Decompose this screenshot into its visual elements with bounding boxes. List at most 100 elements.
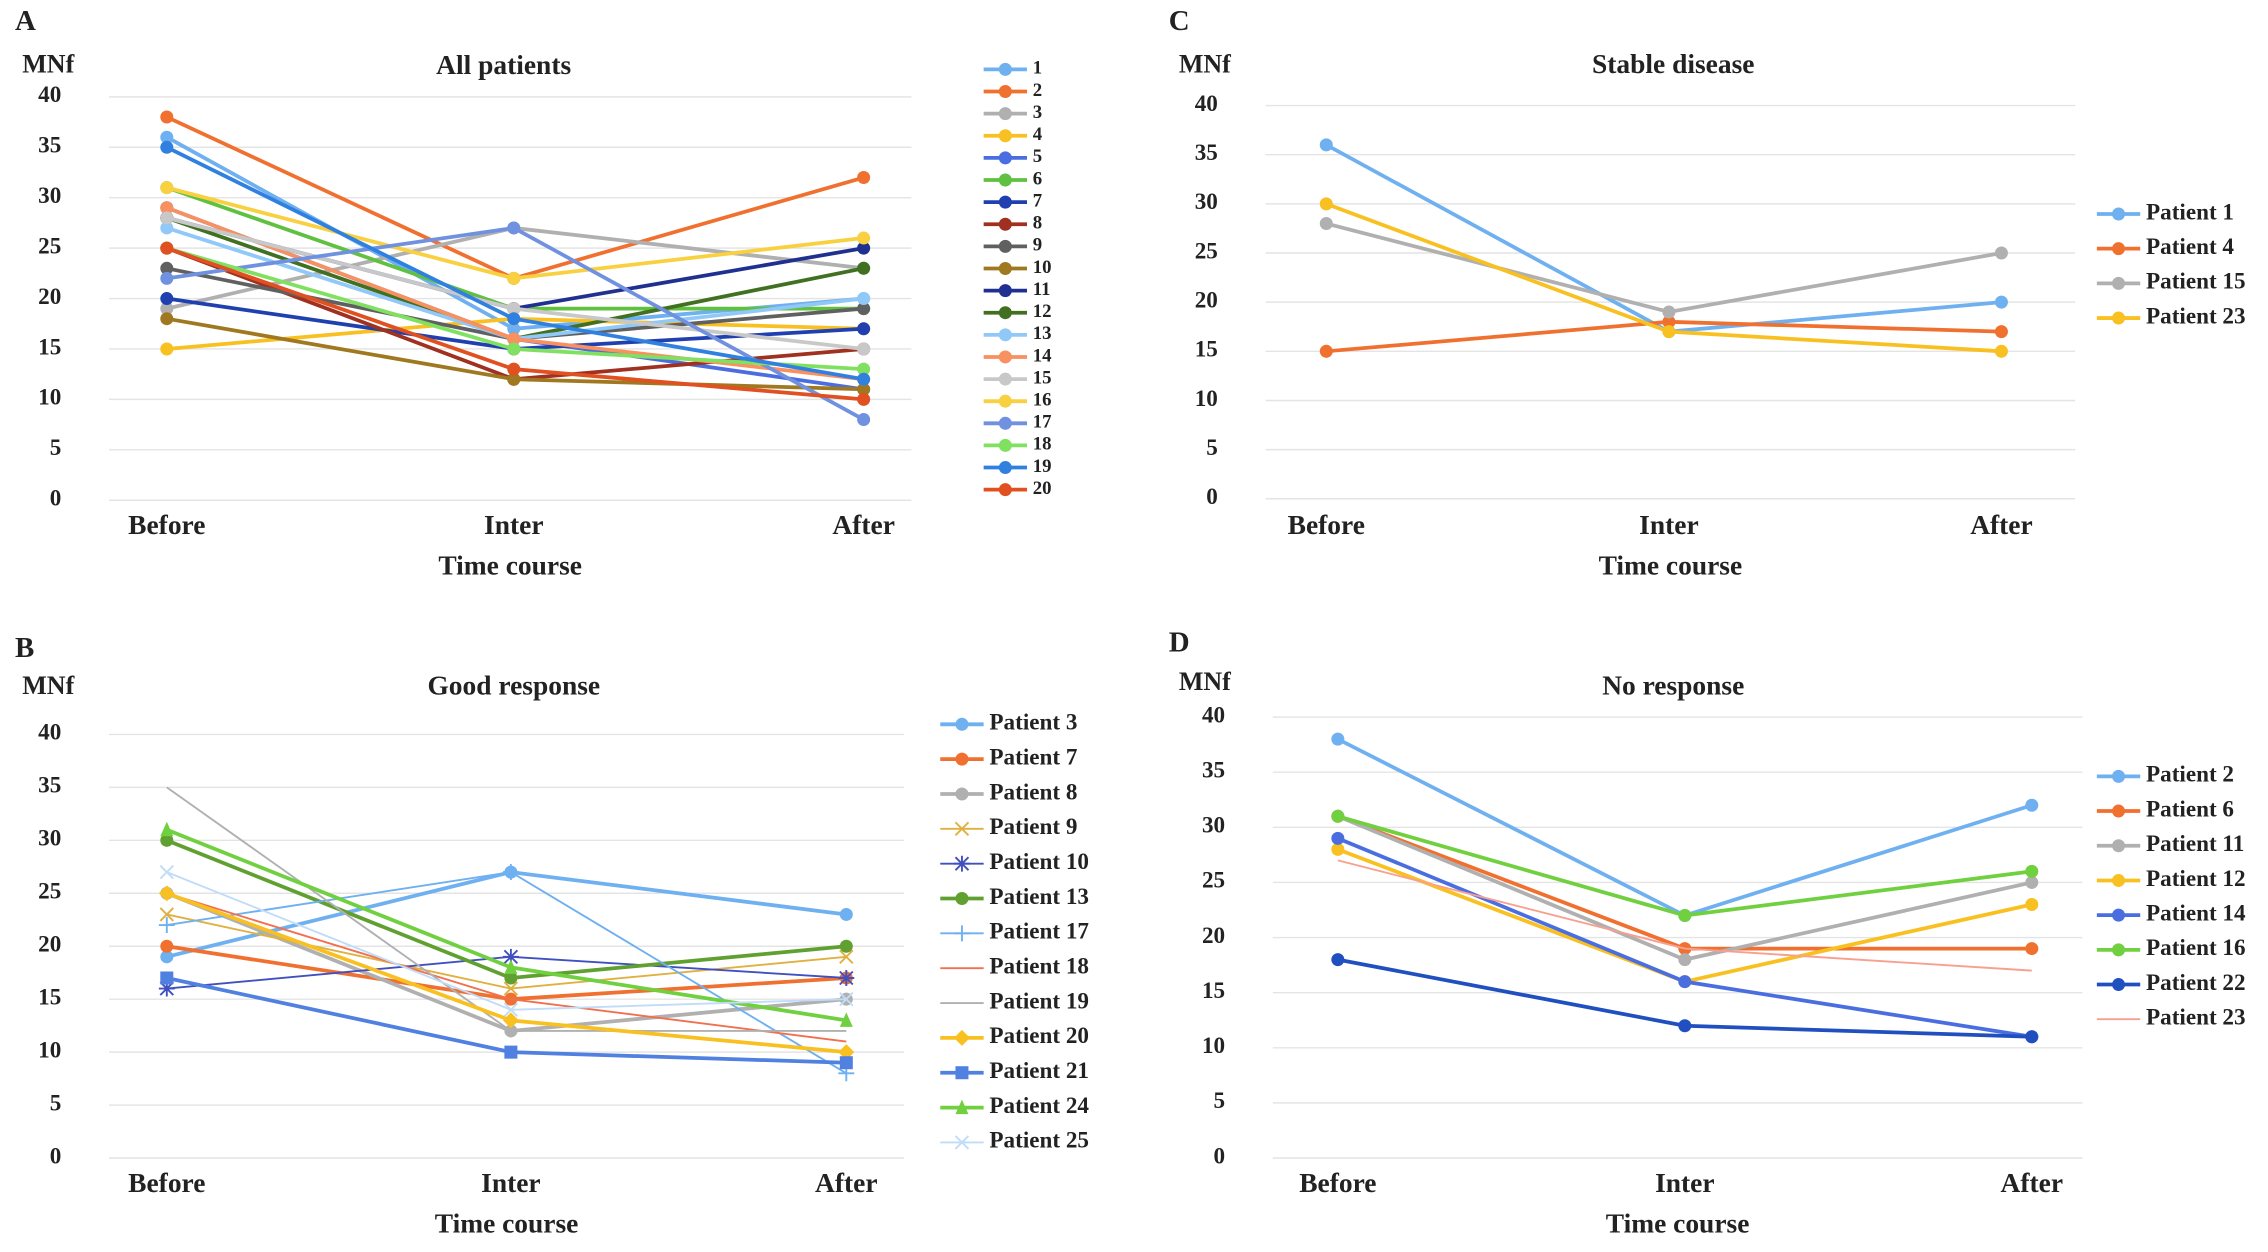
legend-marker (2112, 978, 2126, 992)
marker (857, 231, 871, 245)
marker (159, 864, 174, 880)
legend-label: Patient 20 (989, 1023, 1089, 1049)
legend-label: Patient 7 (989, 744, 1077, 770)
marker (1994, 295, 2008, 309)
marker (1678, 1019, 1692, 1033)
marker (1319, 217, 1333, 231)
legend-marker (998, 483, 1012, 497)
legend-label: 19 (1033, 456, 1052, 477)
legend-label: 6 (1033, 168, 1042, 189)
marker (1994, 325, 2008, 339)
y-tick-label: 25 (1202, 868, 1225, 894)
marker (839, 1012, 853, 1027)
legend-label: 16 (1033, 390, 1052, 411)
legend-label: Patient 23 (2146, 303, 2246, 329)
marker (2025, 1030, 2039, 1044)
series (166, 786, 847, 1032)
series (158, 864, 855, 1082)
x-tick-label: Inter (1639, 510, 1698, 540)
legend-marker (955, 787, 969, 801)
marker (160, 241, 174, 255)
marker (839, 1056, 853, 1070)
marker (507, 221, 521, 235)
y-tick-label: 35 (1195, 140, 1218, 166)
legend-label: Patient 2 (2146, 762, 2234, 788)
marker (160, 271, 174, 285)
legend-marker (998, 306, 1012, 320)
y-tick-label: 20 (38, 932, 61, 958)
marker (2025, 798, 2039, 812)
series (166, 892, 847, 1043)
series (160, 181, 871, 285)
marker (504, 1045, 518, 1059)
series (1337, 859, 2032, 972)
x-tick-label: After (832, 510, 894, 540)
legend-marker (954, 1029, 970, 1046)
marker (857, 302, 871, 316)
marker (502, 1012, 519, 1029)
legend-label: Patient 4 (2146, 234, 2234, 260)
y-tick-label: 40 (1195, 91, 1218, 117)
series (159, 864, 854, 1017)
y-tick-label: 40 (38, 82, 61, 108)
marker (502, 864, 519, 881)
y-tick-label: 40 (1202, 702, 1225, 728)
marker (1994, 344, 2008, 358)
legend-marker (998, 328, 1012, 342)
legend-marker (998, 350, 1012, 364)
marker (1331, 831, 1345, 845)
legend-label: 10 (1033, 257, 1052, 278)
y-axis-label: MNf (22, 49, 74, 78)
y-tick-label: 40 (38, 720, 61, 746)
series (160, 221, 871, 316)
marker (1319, 197, 1333, 211)
legend-label: Patient 12 (2146, 866, 2246, 892)
marker (160, 221, 174, 235)
legend-marker (998, 173, 1012, 187)
legend-label: Patient 9 (989, 814, 1077, 840)
legend-marker (998, 217, 1012, 231)
legend-marker (998, 416, 1012, 430)
legend-label: Patient 16 (2146, 935, 2246, 961)
marker (1678, 909, 1692, 923)
marker (507, 302, 521, 316)
legend-marker (954, 1135, 970, 1150)
y-axis-label: MNf (1179, 49, 1231, 78)
y-tick-label: 0 (1214, 1143, 1226, 1169)
marker (160, 292, 174, 306)
y-tick-label: 30 (1202, 813, 1225, 839)
legend-label: Patient 21 (989, 1058, 1089, 1084)
legend-marker (955, 717, 969, 731)
legend-label: Patient 3 (989, 710, 1077, 736)
legend-label: 17 (1033, 412, 1052, 433)
y-tick-label: 35 (1202, 758, 1225, 784)
marker (507, 372, 521, 386)
marker (507, 322, 521, 336)
y-tick-label: 10 (38, 1037, 61, 1063)
y-axis-label: MNf (1179, 667, 1231, 696)
x-tick-label: Before (128, 1168, 205, 1198)
y-tick-label: 35 (38, 133, 61, 159)
legend-label: 8 (1033, 213, 1042, 234)
legend-label: 2 (1033, 80, 1042, 101)
y-tick-label: 5 (50, 1090, 62, 1116)
marker (857, 392, 871, 406)
y-tick-label: 30 (38, 183, 61, 209)
legend-marker (954, 855, 970, 872)
marker (160, 821, 174, 837)
legend-marker (998, 394, 1012, 408)
x-tick-label: Inter (1655, 1168, 1714, 1198)
series (160, 971, 853, 1070)
marker (1331, 953, 1345, 967)
marker (160, 110, 174, 124)
marker (857, 292, 871, 306)
marker (160, 261, 174, 275)
legend-label: 12 (1033, 301, 1052, 322)
series (160, 221, 871, 427)
legend-marker (998, 129, 1012, 143)
legend-label: Patient 18 (989, 954, 1089, 980)
series (160, 833, 853, 985)
legend-marker (954, 821, 970, 837)
legend-marker (998, 151, 1012, 165)
